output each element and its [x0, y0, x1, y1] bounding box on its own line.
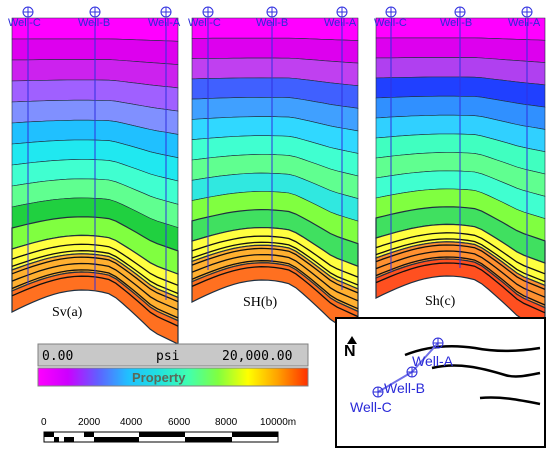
panel-sh-layers: [191, 17, 359, 335]
colorbar-title: Property: [132, 370, 186, 385]
scale-tick-8000: 8000: [215, 417, 238, 428]
location-map: N Well-A Well-B Well-C: [335, 317, 546, 448]
fault-trace-upper: [404, 345, 541, 357]
panel-sh-well-b-label: Well-B: [256, 17, 288, 29]
panel-sh-well-c-label: Well-C: [188, 17, 221, 29]
panel-sh-well-a-label: Well-A: [324, 17, 357, 29]
panel-sh-horizon-2: [191, 247, 359, 294]
panel-shmin: Well-C Well-B Well-A Sh(c): [374, 6, 546, 331]
panel-sv-well-c-label: Well-C: [8, 17, 41, 29]
panel-sh-horizon-5: [191, 266, 359, 318]
panel-sh-label: SH(b): [243, 295, 278, 310]
fault-trace-lower: [479, 396, 541, 406]
panel-shmin-wells: Well-C Well-B Well-A: [374, 6, 541, 300]
panel-sv-label: Sv(a): [52, 305, 83, 320]
colorbar-ramp: [37, 367, 309, 387]
colorbar-unit: psi: [156, 349, 179, 364]
map-well-c-label: Well-C: [350, 399, 392, 415]
scale-bar: 0 2000 4000 6000 8000 10000m: [41, 417, 296, 443]
panel-sh-horizon-1: [191, 241, 359, 286]
north-label: N: [344, 343, 356, 360]
panel-sv-well-b-label: Well-B: [78, 17, 110, 29]
colorbar-readout: [37, 343, 309, 367]
scale-tick-4000: 4000: [120, 417, 143, 428]
panel-shmin-label: Sh(c): [425, 294, 456, 309]
panel-sv-wells: Well-C Well-B Well-A: [8, 6, 181, 300]
north-arrow-icon: N: [344, 336, 357, 360]
map-well-c-marker: [372, 386, 384, 398]
panel-sh-horizon-0: [191, 235, 359, 278]
panel-sh: Well-C Well-B Well-A SH(b): [188, 6, 359, 335]
map-well-a-label: Well-A: [412, 353, 454, 369]
fault-trace-middle: [431, 364, 541, 378]
panel-sh-horizon-4: [191, 260, 359, 310]
map-well-b-label: Well-B: [384, 380, 425, 396]
panel-sh-wells: Well-C Well-B Well-A: [188, 6, 357, 290]
location-map-frame: [335, 317, 546, 448]
panel-sh-horizon-3: [191, 253, 359, 302]
panel-shmin-well-a-label: Well-A: [508, 17, 541, 29]
colorbar-max-label: 20,000.00: [222, 349, 292, 364]
scale-tick-6000: 6000: [168, 417, 191, 428]
map-well-b-marker: [406, 366, 418, 378]
colorbar-min-label: 0.00: [42, 349, 73, 364]
scale-tick-2000: 2000: [78, 417, 101, 428]
map-well-a-marker: [432, 337, 444, 349]
colorbar: 0.00 psi 20,000.00 Property: [37, 343, 309, 387]
panel-shmin-well-c-label: Well-C: [374, 17, 407, 29]
scale-tick-0: 0: [41, 417, 47, 428]
scale-tick-10000m: 10000m: [260, 417, 296, 428]
panel-sv-well-a-label: Well-A: [148, 17, 181, 29]
panel-shmin-well-b-label: Well-B: [440, 17, 472, 29]
panel-sv: Well-C Well-B Well-A Sv(a): [8, 6, 181, 345]
